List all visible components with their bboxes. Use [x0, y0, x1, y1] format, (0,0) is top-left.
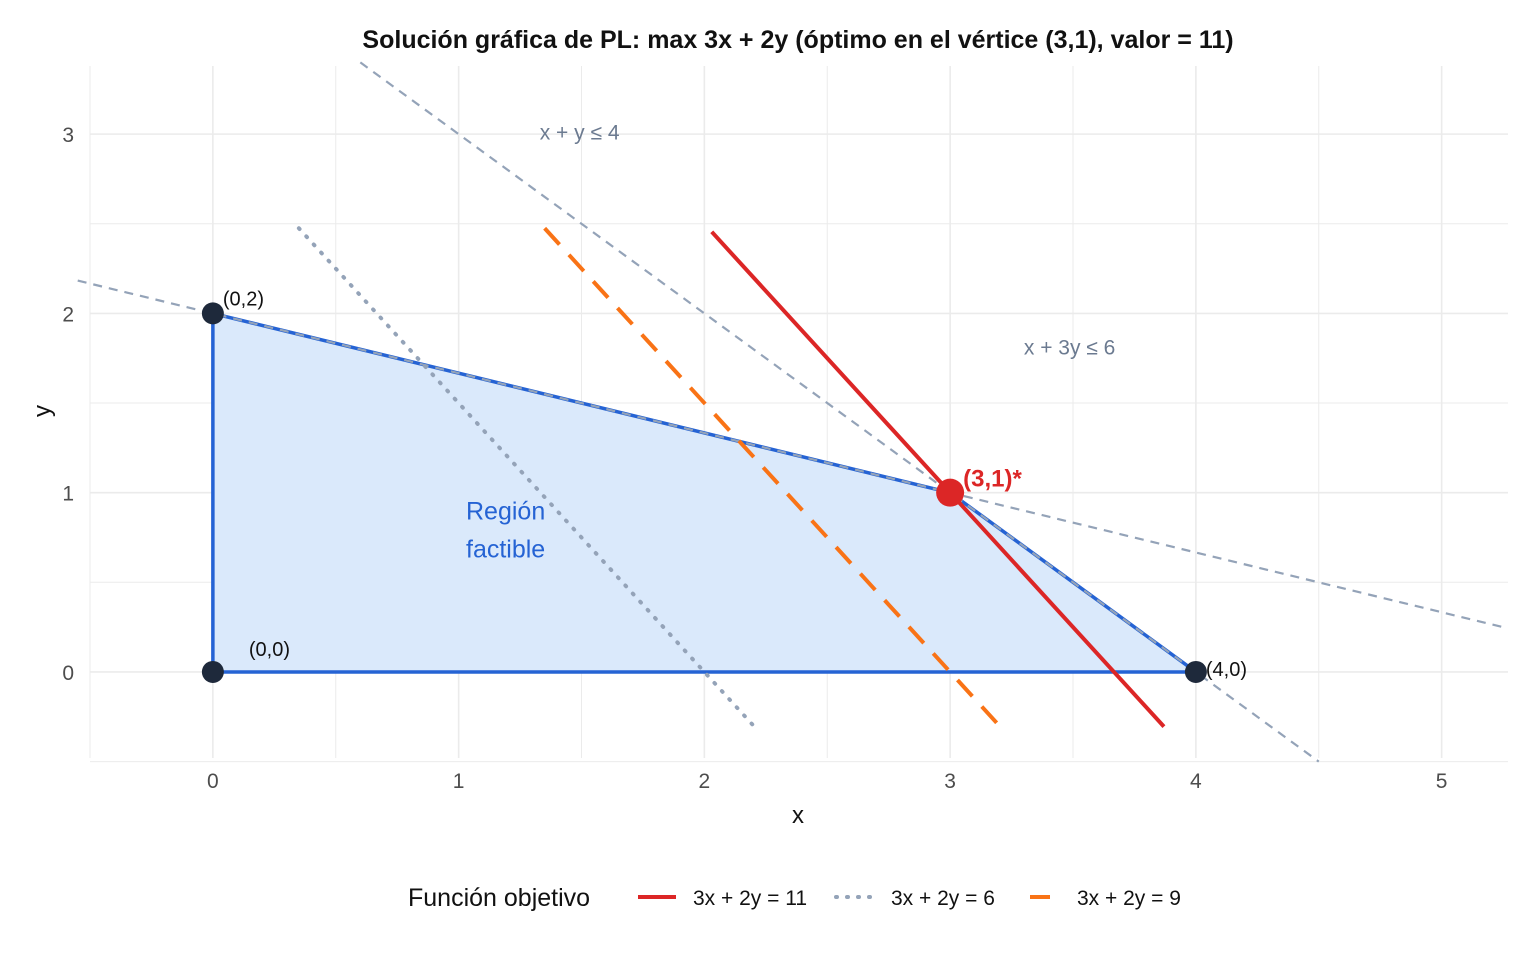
- chart-title: Solución gráfica de PL: max 3x + 2y (ópt…: [362, 26, 1233, 54]
- objective-line: [543, 226, 1001, 728]
- objective-lines: [296, 226, 1166, 728]
- vertex-point: [201, 660, 224, 683]
- vertex-label: (0,2): [223, 288, 264, 310]
- constraint-line: [77, 279, 1509, 630]
- region-label-line: factible: [466, 536, 545, 564]
- vertex-point: [1184, 660, 1207, 683]
- constraint-label: x + 3y ≤ 6: [1024, 337, 1115, 360]
- vertex-point: [201, 302, 224, 325]
- optimum-label: (3,1)*: [963, 466, 1022, 493]
- x-axis-label: x: [792, 802, 804, 829]
- region-label-line: Región: [466, 498, 545, 526]
- legend-item-label: 3x + 2y = 9: [1077, 887, 1181, 910]
- x-tick-label: 3: [944, 770, 956, 793]
- constraint-lines: x + y ≤ 4 x + 3y ≤ 6 Región factible: [77, 61, 1509, 763]
- axis-ticks: 0 1 2 3 4 5 0 1 2 3: [62, 124, 1447, 793]
- legend: Función objetivo 3x + 2y = 11 3x + 2y = 6…: [408, 884, 1181, 912]
- legend-title: Función objetivo: [408, 884, 590, 912]
- x-tick-label: 0: [207, 770, 219, 793]
- y-tick-label: 2: [62, 303, 74, 326]
- objective-line: [710, 230, 1166, 728]
- y-tick-label: 0: [62, 662, 74, 685]
- legend-item-label: 3x + 2y = 11: [693, 887, 807, 910]
- constraint-label: x + y ≤ 4: [540, 122, 620, 145]
- region-label: Región factible: [466, 498, 545, 564]
- y-tick-label: 3: [62, 124, 74, 147]
- x-tick-label: 4: [1190, 770, 1202, 793]
- x-tick-label: 2: [699, 770, 711, 793]
- x-tick-label: 5: [1436, 770, 1448, 793]
- vertex-label: (4,0): [1206, 659, 1247, 681]
- vertex-label: (0,0): [249, 639, 290, 661]
- y-tick-label: 1: [62, 483, 74, 506]
- optimum-point: [936, 478, 965, 507]
- objective-line: [296, 226, 756, 728]
- constraint-line: [359, 61, 1320, 763]
- y-axis-label: y: [29, 405, 56, 417]
- legend-item-label: 3x + 2y = 6: [891, 887, 995, 910]
- x-tick-label: 1: [453, 770, 465, 793]
- vertices: (0,0) (0,2) (4,0) (3,1)*: [201, 288, 1247, 683]
